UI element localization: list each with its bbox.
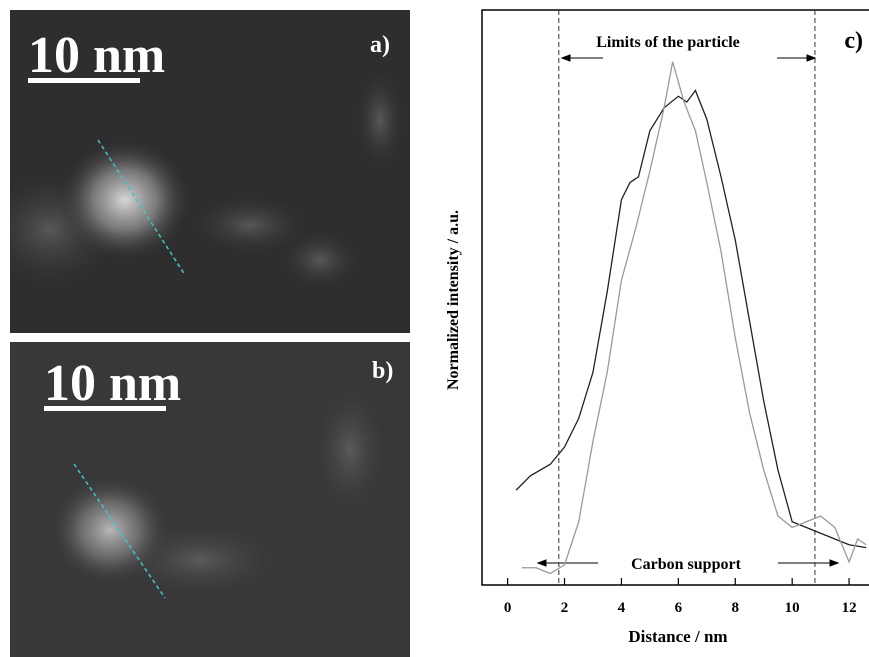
x-tick-label: 4 xyxy=(618,600,626,616)
scale-bar-label: 10 nm xyxy=(44,355,181,412)
image-a: 10 nm a) xyxy=(10,10,410,333)
x-tick-label: 2 xyxy=(561,600,569,616)
panel-label: b) xyxy=(372,358,393,384)
scale-bar-label: 10 nm xyxy=(28,27,165,84)
x-tick-label: 6 xyxy=(675,600,683,616)
series-line xyxy=(521,61,867,575)
panel-label: c) xyxy=(844,28,863,54)
annotation-arrows xyxy=(536,54,840,567)
panel-label: a) xyxy=(370,32,390,58)
image-b: 10 nm b) xyxy=(10,342,410,657)
annotation: Carbon support xyxy=(631,556,741,573)
y-axis-label: Normalized intensity / a.u. xyxy=(445,210,462,390)
plot-frame xyxy=(481,9,869,586)
x-tick-label: 8 xyxy=(732,600,740,616)
annotation: Limits of the particle xyxy=(596,34,740,51)
x-tick-label: 12 xyxy=(842,600,857,616)
x-axis-label: Distance / nm xyxy=(628,627,727,646)
series-line xyxy=(515,89,867,549)
x-tick-label: 10 xyxy=(785,600,800,616)
x-tick-label: 0 xyxy=(504,600,512,616)
